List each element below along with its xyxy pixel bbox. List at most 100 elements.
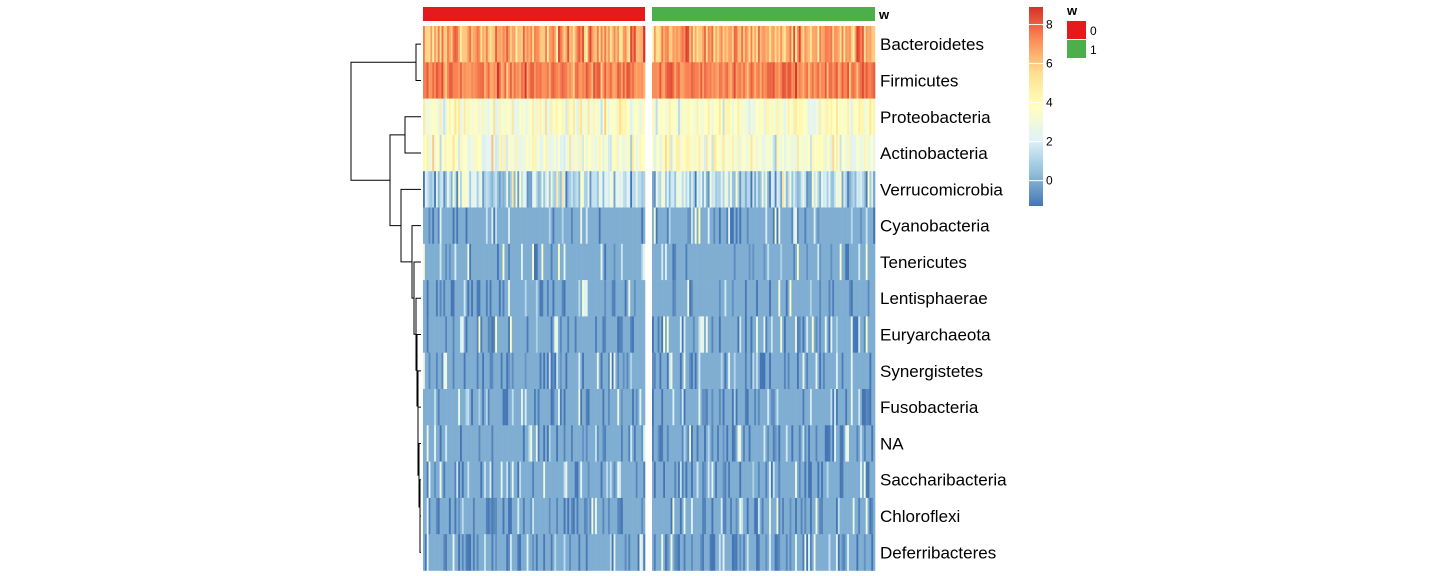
heatmap-cell	[724, 243, 727, 281]
heatmap-cell	[633, 207, 637, 245]
heatmap-cell	[678, 280, 681, 317]
heatmap-cell	[593, 171, 596, 208]
heatmap-cell	[674, 280, 677, 317]
heatmap-cell	[689, 207, 692, 245]
heatmap-cell	[772, 26, 775, 63]
heatmap-cell	[678, 171, 681, 208]
heatmap-cell	[683, 389, 686, 426]
heatmap-cell	[845, 207, 848, 245]
heatmap-cell	[452, 352, 455, 390]
heatmap-cell	[587, 171, 590, 208]
heatmap-cell	[589, 98, 592, 136]
heatmap-cell	[632, 497, 635, 535]
heatmap-cell	[447, 98, 450, 136]
heatmap-cell	[661, 534, 664, 571]
heatmap-cell	[759, 497, 762, 535]
heatmap-cell	[834, 98, 837, 136]
heatmap-cell	[668, 352, 671, 390]
heatmap-cell	[653, 352, 657, 390]
heatmap-cell	[537, 389, 540, 426]
heatmap-cell	[563, 280, 566, 317]
heatmap-cell	[782, 352, 785, 390]
heatmap-cell	[576, 98, 579, 136]
heatmap-cell	[434, 497, 437, 535]
heatmap-cell	[521, 352, 524, 390]
annotation-track-label: w	[878, 7, 890, 22]
heatmap-cell	[852, 461, 855, 499]
heatmap-cell	[441, 497, 444, 535]
heatmap-cell	[528, 425, 531, 462]
heatmap-cell	[834, 389, 837, 426]
heatmap-cell	[563, 243, 566, 281]
heatmap-cell	[776, 497, 779, 535]
heatmap-cell	[715, 171, 718, 208]
heatmap-cell	[832, 26, 835, 63]
heatmap-cell	[497, 461, 500, 499]
heatmap-cell	[746, 534, 749, 571]
heatmap-cell	[434, 280, 437, 317]
heatmap-cell	[837, 243, 840, 281]
heatmap-cell	[482, 134, 485, 172]
heatmap-cell	[767, 461, 770, 499]
heatmap-cell	[578, 389, 581, 426]
heatmap-cell	[561, 425, 564, 462]
heatmap-cell	[856, 207, 859, 245]
heatmap-cell	[641, 352, 644, 390]
heatmap-cell	[835, 497, 839, 535]
heatmap-cell	[622, 352, 625, 390]
heatmap-cell	[445, 98, 448, 136]
heatmap-cell	[770, 461, 774, 499]
heatmap-cell	[679, 316, 683, 353]
heatmap-cell	[808, 425, 811, 462]
heatmap-cell	[582, 98, 585, 136]
heatmap-cell	[517, 26, 520, 63]
heatmap-cell	[841, 280, 844, 317]
heatmap-cell	[817, 497, 820, 535]
heatmap-cell	[580, 171, 583, 208]
heatmap-cell	[683, 207, 686, 245]
heatmap-cell	[576, 425, 579, 462]
heatmap-cell	[780, 280, 783, 317]
heatmap-cell	[461, 280, 464, 317]
heatmap-cell	[743, 62, 746, 99]
heatmap-cell	[824, 243, 827, 281]
heatmap-cell	[567, 316, 570, 353]
heatmap-cell	[861, 280, 865, 317]
heatmap-cell	[430, 497, 433, 535]
heatmap-cell	[763, 98, 766, 136]
heatmap-cell	[434, 534, 437, 571]
heatmap-cell	[593, 461, 596, 499]
heatmap-cell	[715, 62, 718, 99]
heatmap-cell	[808, 352, 811, 390]
heatmap-cell	[728, 26, 731, 63]
heatmap-cell	[731, 316, 735, 353]
heatmap-cell	[830, 497, 833, 535]
heatmap-cell	[608, 461, 611, 499]
heatmap-cell	[793, 134, 796, 172]
heatmap-cell	[482, 171, 485, 208]
heatmap-cell	[652, 280, 655, 317]
heatmap-cell	[774, 171, 777, 208]
heatmap-cell	[689, 461, 692, 499]
heatmap-cell	[534, 171, 537, 208]
heatmap-cell	[558, 497, 561, 535]
heatmap-cell	[598, 352, 601, 390]
heatmap-cell	[430, 98, 433, 136]
heatmap-cell	[850, 207, 853, 245]
heatmap-cell	[487, 207, 490, 245]
heatmap-cell	[832, 352, 835, 390]
heatmap-cell	[526, 26, 529, 63]
heatmap-cell	[791, 389, 794, 426]
heatmap-cell	[683, 352, 686, 390]
heatmap-cell	[780, 26, 783, 63]
heatmap-cell	[635, 62, 638, 99]
heatmap-cell	[487, 280, 490, 317]
heatmap-cell	[552, 207, 555, 245]
heatmap-cell	[500, 497, 503, 535]
heatmap-cell	[854, 207, 857, 245]
heatmap-cell	[668, 98, 671, 136]
heatmap-cell	[591, 62, 594, 99]
heatmap-cell	[437, 171, 440, 208]
heatmap-cell	[602, 352, 605, 390]
heatmap-cell	[426, 389, 429, 426]
